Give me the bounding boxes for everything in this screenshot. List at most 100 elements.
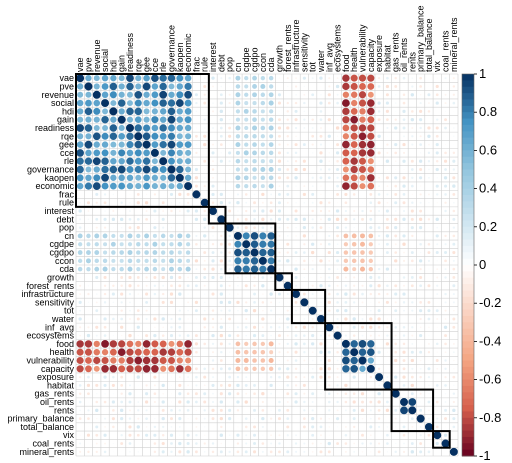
corr-cell xyxy=(95,433,99,437)
corr-cell xyxy=(358,340,367,348)
corr-cell xyxy=(110,357,117,364)
corr-cell xyxy=(235,125,241,131)
corr-cell xyxy=(153,425,157,429)
corr-cell xyxy=(410,383,414,388)
colorbar-segment xyxy=(462,226,474,234)
corr-cell xyxy=(175,99,184,107)
corr-cell xyxy=(378,359,380,362)
corr-cell xyxy=(353,202,355,204)
corr-cell xyxy=(162,226,165,229)
colorbar-segment xyxy=(462,86,474,94)
corr-cell xyxy=(337,434,339,436)
corr-cell xyxy=(377,317,381,321)
corr-cell xyxy=(112,276,114,278)
corr-cell xyxy=(120,276,124,279)
corr-cell xyxy=(136,433,140,437)
corr-cell xyxy=(336,77,339,80)
corr-cell xyxy=(112,442,114,445)
corr-cell xyxy=(137,409,140,412)
corr-cell xyxy=(344,317,348,321)
corr-cell xyxy=(394,284,398,288)
colorbar-segment xyxy=(462,105,474,113)
corr-cell xyxy=(176,365,184,373)
corr-cell xyxy=(294,326,298,329)
corr-cell xyxy=(428,384,430,387)
corr-cell xyxy=(77,250,83,255)
corr-cell xyxy=(237,318,239,320)
corr-cell xyxy=(119,266,124,272)
corr-cell xyxy=(394,325,398,329)
corr-cell xyxy=(195,101,198,105)
corr-cell xyxy=(350,149,358,157)
corr-cell xyxy=(143,116,150,123)
corr-cell xyxy=(203,184,206,188)
corr-cell xyxy=(336,376,339,379)
corr-cell xyxy=(118,124,125,132)
corr-cell xyxy=(137,284,140,287)
corr-cell xyxy=(167,174,176,182)
corr-cell xyxy=(260,358,266,363)
corr-cell xyxy=(260,100,266,106)
corr-cell xyxy=(252,158,257,164)
corr-cell xyxy=(435,234,439,238)
corr-cell xyxy=(435,93,439,97)
corr-cell xyxy=(104,409,106,411)
corr-cell xyxy=(170,201,173,204)
corr-cell xyxy=(419,375,422,379)
corr-cell xyxy=(320,127,322,129)
corr-cell xyxy=(303,210,305,212)
corr-cell xyxy=(85,166,92,173)
corr-cell xyxy=(344,292,348,296)
corr-cell xyxy=(203,234,207,238)
corr-cell xyxy=(245,376,248,379)
corr-cell xyxy=(369,434,372,437)
corr-cell xyxy=(151,83,159,90)
corr-cell xyxy=(119,250,124,255)
corr-cell xyxy=(350,124,358,132)
corr-cell xyxy=(261,416,265,421)
corr-cell xyxy=(126,174,134,182)
corr-cell xyxy=(194,176,199,180)
corr-cell xyxy=(229,443,231,444)
corr-cell xyxy=(117,165,126,174)
corr-cell xyxy=(135,75,142,82)
corr-cell xyxy=(219,292,223,296)
corr-cell xyxy=(219,242,223,246)
corr-cell xyxy=(203,317,207,321)
corr-cell xyxy=(260,175,266,181)
row-label: cda xyxy=(59,264,74,274)
corr-cell xyxy=(394,301,397,304)
corr-cell xyxy=(160,233,166,239)
corr-cell xyxy=(118,149,126,157)
corr-cell xyxy=(235,100,241,106)
corr-cell xyxy=(411,309,414,312)
corr-cell xyxy=(336,359,339,362)
corr-cell xyxy=(145,217,148,221)
corr-cell xyxy=(76,108,84,115)
colorbar-segment xyxy=(462,233,474,241)
corr-cell xyxy=(92,182,101,190)
corr-cell xyxy=(159,74,167,82)
corr-cell xyxy=(162,425,165,429)
corr-cell xyxy=(370,384,372,386)
corr-cell xyxy=(120,392,123,395)
corr-cell xyxy=(244,84,249,89)
column-label: mineral_rents xyxy=(449,17,459,72)
corr-cell xyxy=(303,442,306,445)
corr-cell xyxy=(436,351,438,353)
corr-cell xyxy=(278,77,281,79)
corr-cell xyxy=(146,376,147,378)
corr-cell xyxy=(84,140,93,149)
corr-cell xyxy=(386,376,389,379)
corr-cell xyxy=(351,99,358,107)
corr-cell xyxy=(320,268,322,270)
corr-cell xyxy=(143,149,150,157)
corr-cell xyxy=(167,149,176,157)
corr-cell xyxy=(277,201,281,205)
corr-cell xyxy=(177,258,183,264)
corr-cell xyxy=(286,110,289,113)
corr-cell xyxy=(311,351,314,354)
column-label: frac xyxy=(191,56,201,72)
corr-cell xyxy=(184,82,192,91)
corr-cell xyxy=(386,135,388,137)
